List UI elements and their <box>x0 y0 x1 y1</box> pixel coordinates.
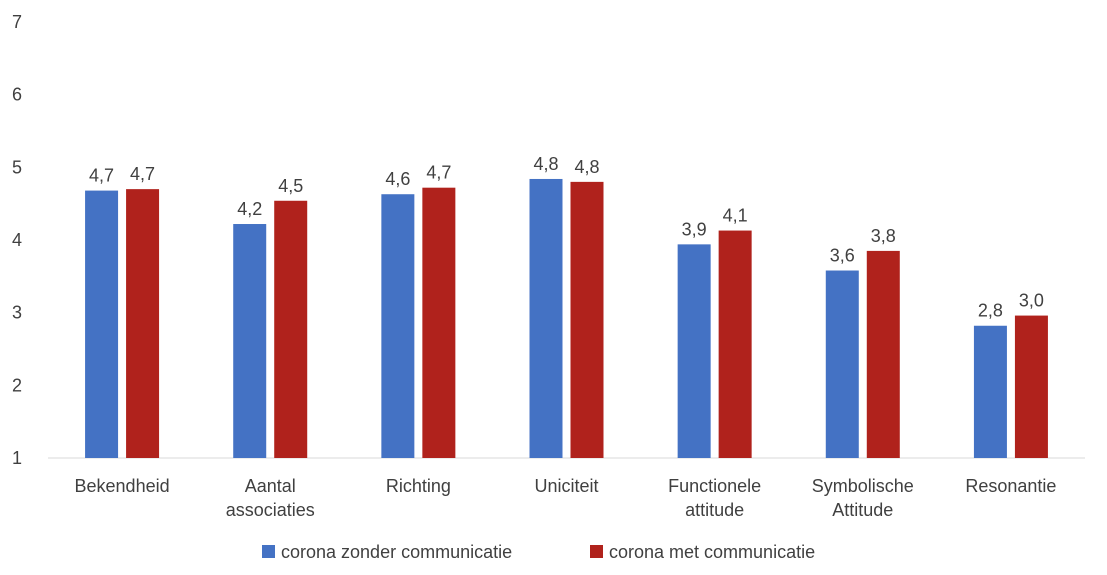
data-label: 4,6 <box>385 169 410 189</box>
bar-zonder-3 <box>381 194 415 458</box>
legend-swatch <box>262 545 275 558</box>
data-label: 4,5 <box>278 176 303 196</box>
data-label: 4,1 <box>723 206 748 226</box>
y-tick-label: 4 <box>12 230 22 250</box>
bar-met-3 <box>422 187 456 458</box>
data-label: 3,8 <box>871 226 896 246</box>
y-tick-label: 7 <box>12 12 22 32</box>
data-label: 4,8 <box>574 157 599 177</box>
legend-swatch <box>590 545 603 558</box>
bar-zonder-2 <box>233 224 267 458</box>
data-label: 4,7 <box>426 163 451 183</box>
bar-met-4 <box>570 181 604 458</box>
category-label: Symbolische Attitude <box>812 476 914 520</box>
category-label: Resonantie <box>965 476 1056 496</box>
y-tick-label: 2 <box>12 375 22 395</box>
y-tick-label: 5 <box>12 157 22 177</box>
y-axis: 1 2 3 4 5 6 7 <box>12 12 22 468</box>
bar-met-5 <box>718 230 752 458</box>
bar-zonder-5 <box>677 244 711 458</box>
bar-zonder-7 <box>973 325 1007 458</box>
legend-label: corona zonder communicatie <box>281 542 512 562</box>
data-label: 2,8 <box>978 301 1003 321</box>
data-label: 4,2 <box>237 199 262 219</box>
bar-met-7 <box>1014 315 1048 458</box>
data-label: 4,8 <box>533 154 558 174</box>
bar-zonder-1 <box>85 190 119 458</box>
category-labels: Bekendheid Aantal associaties Richting Unici… <box>75 476 1057 520</box>
category-label: Bekendheid <box>75 476 170 496</box>
data-label: 4,7 <box>130 164 155 184</box>
data-label: 3,9 <box>682 219 707 239</box>
bar-met-2 <box>274 200 308 458</box>
bars <box>85 178 1048 458</box>
y-tick-label: 3 <box>12 303 22 323</box>
y-tick-label: 6 <box>12 85 22 105</box>
legend-label: corona met communicatie <box>609 542 815 562</box>
data-label: 4,7 <box>89 166 114 186</box>
legend: corona zonder communicatie corona met com… <box>262 542 815 562</box>
bar-met-1 <box>126 189 160 458</box>
data-labels: 4,7 4,7 4,2 4,5 4,6 4,7 4,8 4,8 3,9 4,1 3,6 3,8 2,8 3… <box>89 154 1044 321</box>
bar-zonder-4 <box>529 178 563 458</box>
category-label: Richting <box>386 476 451 496</box>
category-label: Functionele attitude <box>668 476 761 520</box>
y-tick-label: 1 <box>12 448 22 468</box>
category-label: Aantal associaties <box>226 476 315 520</box>
category-label: Uniciteit <box>534 476 598 496</box>
data-label: 3,6 <box>830 246 855 266</box>
data-label: 3,0 <box>1019 291 1044 311</box>
bar-zonder-6 <box>825 270 859 458</box>
bar-met-6 <box>866 250 900 458</box>
